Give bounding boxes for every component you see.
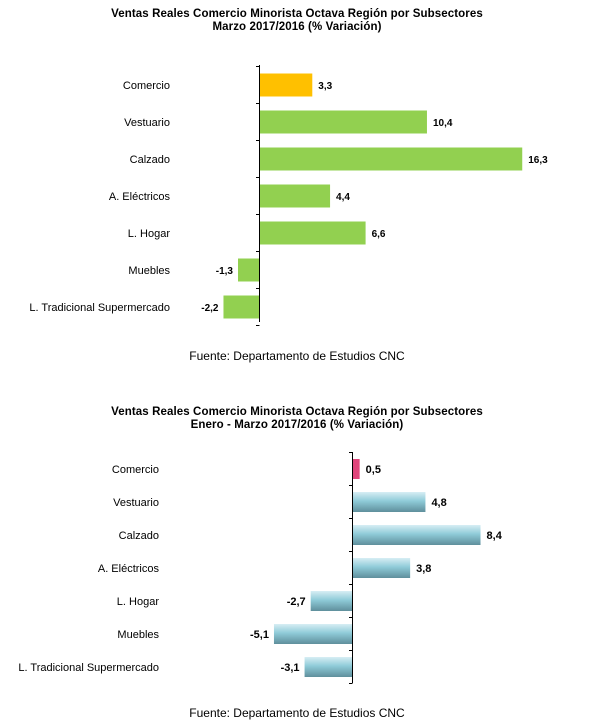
data-label: 3,3 bbox=[318, 81, 332, 92]
category-label: Vestuario bbox=[124, 117, 170, 129]
category-label: A. Eléctricos bbox=[109, 191, 171, 203]
category-label: A. Eléctricos bbox=[98, 563, 160, 575]
data-label: 0,5 bbox=[366, 464, 381, 476]
data-label: 4,4 bbox=[336, 192, 350, 203]
category-label: Comercio bbox=[123, 80, 170, 92]
bar-chart-svg: Comercio 0,5 Vestuario 4,8 Calzado 8,4 A. Eléc… bbox=[18, 452, 503, 684]
data-label: -3,1 bbox=[281, 662, 300, 674]
chart-subtitle: Marzo 2017/2016 (% Variación) bbox=[212, 21, 382, 33]
data-label: -1,3 bbox=[216, 266, 234, 277]
data-label: 10,4 bbox=[433, 118, 453, 129]
data-label: -2,7 bbox=[287, 596, 306, 608]
category-label: L. Hogar bbox=[117, 596, 160, 608]
chart-enero-marzo: Ventas Reales Comercio Minorista Octava … bbox=[0, 400, 594, 724]
category-label: L. Tradicional Supermercado bbox=[29, 302, 170, 314]
category-label: Muebles bbox=[128, 265, 170, 277]
bar bbox=[352, 558, 411, 578]
chart-source: Fuente: Departamento de Estudios CNC bbox=[189, 349, 405, 363]
data-label: 8,4 bbox=[487, 530, 503, 542]
category-label: L. Tradicional Supermercado bbox=[18, 662, 159, 674]
bar bbox=[352, 459, 360, 479]
category-label: L. Hogar bbox=[128, 228, 171, 240]
bar bbox=[352, 492, 426, 512]
chart-marzo: Ventas Reales Comercio Minorista Octava … bbox=[0, 8, 594, 363]
chart-title-line-1: Ventas Reales Comercio Minorista Octava … bbox=[111, 406, 483, 418]
bar bbox=[259, 110, 427, 134]
bar bbox=[238, 258, 259, 282]
category-label: Calzado bbox=[130, 154, 170, 166]
bar-chart-svg: Comercio 3,3 Vestuario 10,4 Calzado 16,3 A. El… bbox=[29, 65, 548, 326]
chart-title: Ventas Reales Comercio Minorista Octava … bbox=[0, 8, 594, 34]
bar bbox=[259, 147, 523, 171]
data-label: 16,3 bbox=[528, 155, 548, 166]
data-label: -5,1 bbox=[250, 629, 269, 641]
data-label: 6,6 bbox=[372, 229, 386, 240]
chart-source: Fuente: Departamento de Estudios CNC bbox=[189, 706, 405, 720]
bar bbox=[259, 221, 366, 245]
category-label: Comercio bbox=[112, 464, 159, 476]
bar bbox=[304, 657, 352, 677]
bar bbox=[223, 295, 259, 319]
data-label: 4,8 bbox=[431, 497, 446, 509]
bar bbox=[310, 591, 352, 611]
category-label: Calzado bbox=[119, 530, 159, 542]
category-label: Muebles bbox=[117, 629, 159, 641]
bar bbox=[259, 184, 331, 208]
bar bbox=[259, 73, 313, 97]
bar bbox=[273, 624, 352, 644]
data-label: -2,2 bbox=[201, 303, 219, 314]
bar bbox=[352, 525, 481, 545]
chart-subtitle: Enero - Marzo 2017/2016 (% Variación) bbox=[190, 419, 404, 431]
category-label: Vestuario bbox=[113, 497, 159, 509]
data-label: 3,8 bbox=[416, 563, 431, 575]
chart-title-line-1: Ventas Reales Comercio Minorista Octava … bbox=[111, 8, 483, 20]
chart-title: Ventas Reales Comercio Minorista Octava … bbox=[0, 406, 594, 432]
